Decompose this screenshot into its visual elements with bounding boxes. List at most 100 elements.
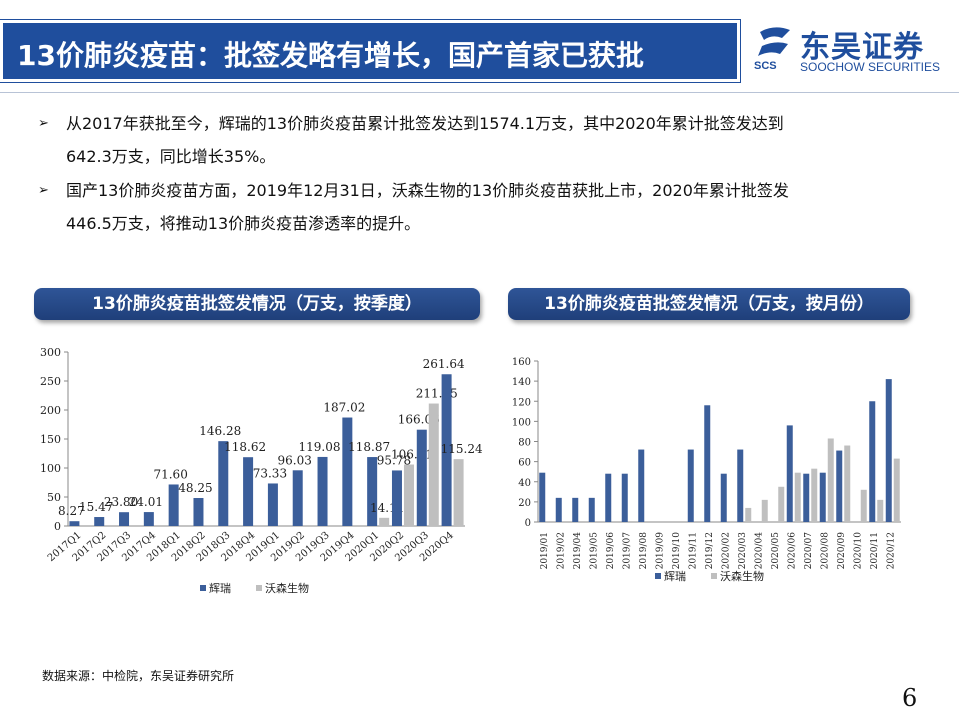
bar-pfizer: [94, 517, 105, 526]
bar-pfizer: [687, 449, 694, 522]
bar-pfizer: [143, 512, 154, 526]
x-tick-label: 2020/07: [804, 532, 814, 570]
x-tick-label: 2020/12: [887, 532, 897, 569]
y-tick-label: 100: [40, 462, 61, 475]
y-tick-label: 120: [512, 397, 531, 408]
x-tick-label: 2020/08: [821, 532, 831, 570]
legend-swatch: [655, 573, 661, 579]
y-tick-label: 0: [525, 518, 531, 529]
legend-label: 辉瑞: [209, 581, 231, 595]
bar-walvax: [893, 458, 900, 522]
bar-pfizer: [555, 497, 562, 522]
y-tick-label: 80: [518, 438, 531, 449]
bar-walvax: [453, 459, 464, 526]
bar-pfizer: [367, 457, 378, 526]
bullet-line: 国产13价肺炎疫苗方面，2019年12月31日，沃森生物的13价肺炎疫苗获批上市…: [66, 181, 789, 200]
x-tick-label: 2019/02: [557, 532, 567, 569]
x-tick-label: 2020/06: [788, 532, 798, 570]
bar-walvax: [877, 499, 884, 522]
x-tick-label: 2020/05: [771, 532, 781, 570]
bar-pfizer: [819, 472, 826, 522]
legend-swatch: [256, 585, 262, 591]
x-tick-label: 2020/03: [738, 532, 748, 570]
x-tick-label: 2020/10: [854, 532, 864, 570]
page-title: 13价肺炎疫苗：批签发略有增长，国产首家已获批: [17, 39, 644, 72]
quarterly-bar-chart: 0501001502002503002017Q18.272017Q215.472…: [40, 346, 483, 595]
legend-label: 沃森生物: [720, 569, 764, 583]
bar-pfizer: [243, 457, 254, 526]
bar-walvax: [811, 468, 818, 522]
legend-label: 辉瑞: [664, 569, 686, 583]
bar-walvax: [844, 445, 851, 522]
data-label: 23.80: [104, 495, 138, 509]
data-label: 73.33: [253, 466, 287, 480]
x-tick-label: 2020/02: [722, 532, 732, 569]
data-label: 187.02: [323, 401, 365, 415]
bar-walvax: [403, 464, 414, 526]
bar-pfizer: [69, 521, 80, 526]
bar-pfizer: [218, 441, 229, 526]
data-label: 24.01: [129, 495, 163, 509]
bar-pfizer: [588, 497, 595, 522]
bullet-line: 642.3万支，同比增长35%。: [66, 147, 276, 166]
data-label: 146.28: [199, 424, 241, 438]
bar-pfizer: [720, 473, 727, 522]
bullet-line: 446.5万支，将推动13价肺炎疫苗渗透率的提升。: [66, 214, 421, 233]
bar-pfizer: [317, 456, 328, 526]
logo-english-name: SOOCHOW SECURITIES: [800, 60, 941, 74]
y-tick-label: 20: [518, 498, 531, 509]
bar-walvax: [379, 517, 390, 526]
bar-pfizer: [539, 472, 546, 522]
bar-pfizer: [621, 473, 628, 522]
title-bar: 13价肺炎疫苗：批签发略有增长，国产首家已获批: [0, 19, 741, 83]
y-tick-label: 100: [512, 417, 531, 428]
bar-walvax: [794, 472, 801, 522]
x-tick-label: 2020/11: [870, 532, 880, 569]
header-divider: [0, 92, 959, 93]
y-tick-label: 50: [47, 491, 61, 504]
bar-pfizer: [803, 473, 810, 522]
y-tick-label: 200: [40, 404, 61, 417]
company-logo: SCS 东吴证券 SOOCHOW SECURITIES: [752, 24, 952, 76]
legend-swatch: [200, 585, 206, 591]
legend-swatch: [711, 573, 717, 579]
y-tick-label: 160: [512, 357, 531, 368]
x-tick-label: 2019/10: [672, 532, 682, 570]
x-tick-label: 2019/05: [590, 532, 600, 570]
data-label: 115.24: [441, 442, 483, 456]
bar-pfizer: [193, 498, 204, 526]
bar-pfizer: [605, 473, 612, 522]
bar-pfizer: [786, 425, 793, 522]
data-label: 71.60: [153, 467, 187, 481]
bar-walvax: [860, 489, 867, 522]
x-tick-label: 2019/01: [540, 532, 550, 569]
data-label: 15.47: [79, 500, 113, 514]
data-label: 118.62: [224, 440, 266, 454]
x-tick-label: 2020/04: [755, 532, 765, 570]
y-tick-label: 250: [40, 375, 61, 388]
data-label: 96.03: [278, 453, 312, 467]
chart-title-quarterly: 13价肺炎疫苗批签发情况（万支，按季度）: [34, 288, 480, 320]
data-label: 8.27: [58, 504, 85, 518]
page-number: 6: [902, 684, 918, 712]
x-tick-label: 2019/07: [623, 532, 633, 570]
arrow-bullet-icon: ➢: [38, 116, 49, 131]
x-tick-label: 2020/09: [837, 532, 847, 570]
bar-walvax: [778, 486, 785, 522]
bullet-line: 从2017年获批至今，辉瑞的13价肺炎疫苗累计批签发达到1574.1万支，其中2…: [66, 114, 784, 133]
bar-pfizer: [416, 429, 427, 526]
bar-pfizer: [704, 405, 711, 522]
y-tick-label: 0: [54, 520, 61, 533]
bar-pfizer: [119, 512, 130, 526]
logo-emblem-icon: [758, 27, 790, 56]
bar-walvax: [428, 403, 439, 526]
logo-chinese-name: 东吴证券: [800, 30, 924, 65]
logo-abbr: SCS: [754, 60, 777, 72]
bar-pfizer: [869, 401, 876, 522]
bar-pfizer: [737, 449, 744, 522]
data-label: 261.64: [423, 357, 465, 371]
bar-pfizer: [885, 379, 892, 522]
x-tick-label: 2019/06: [606, 532, 616, 570]
bar-pfizer: [292, 470, 303, 526]
bar-pfizer: [836, 450, 843, 522]
